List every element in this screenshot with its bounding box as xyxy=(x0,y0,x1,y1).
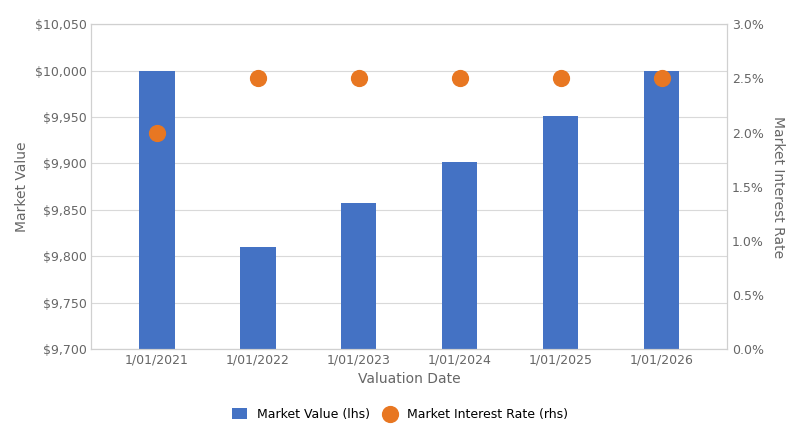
Bar xyxy=(240,247,275,441)
X-axis label: Valuation Date: Valuation Date xyxy=(358,372,461,386)
Market Interest Rate (rhs) xyxy=(655,75,668,82)
Market Interest Rate (rhs) xyxy=(251,75,264,82)
Bar xyxy=(543,116,578,441)
Bar xyxy=(644,71,679,441)
Market Interest Rate (rhs) xyxy=(353,75,366,82)
Y-axis label: Market Interest Rate: Market Interest Rate xyxy=(771,116,785,258)
Bar xyxy=(341,203,377,441)
Market Interest Rate (rhs) xyxy=(454,75,466,82)
Market Interest Rate (rhs) xyxy=(150,129,163,136)
Bar xyxy=(139,71,174,441)
Y-axis label: Market Value: Market Value xyxy=(15,142,29,232)
Bar xyxy=(442,161,478,441)
Legend: Market Value (lhs), Market Interest Rate (rhs): Market Value (lhs), Market Interest Rate… xyxy=(226,403,574,426)
Market Interest Rate (rhs) xyxy=(554,75,567,82)
